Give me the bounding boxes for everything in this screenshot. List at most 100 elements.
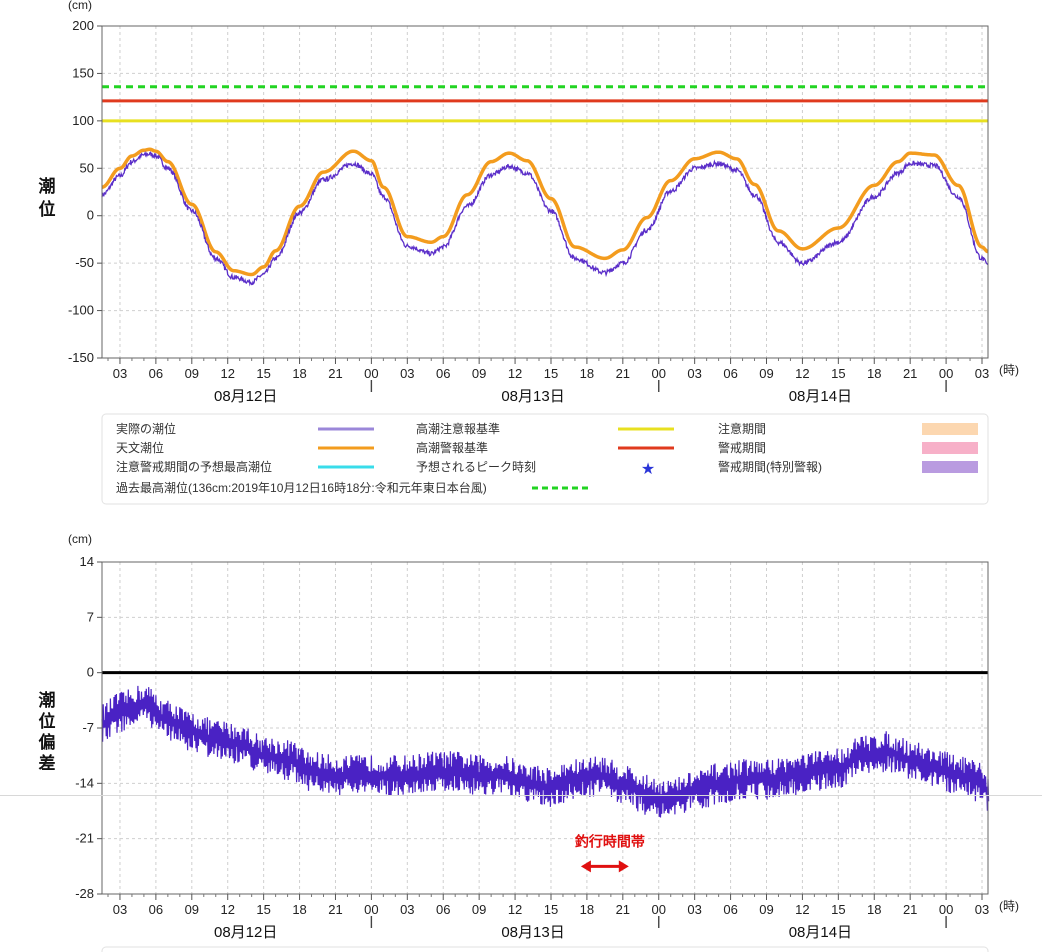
top-plot-frame [101, 25, 989, 359]
legend-label: 高潮警報基準 [416, 440, 488, 455]
x-tick-label: 18 [867, 366, 881, 381]
x-tick-label: 15 [256, 366, 270, 381]
y-tick-label: 7 [87, 609, 94, 624]
x-tick-label: 06 [149, 902, 163, 917]
legend-box [101, 413, 989, 505]
x-tick-label: 06 [723, 902, 737, 917]
x-tick-label: 18 [867, 902, 881, 917]
x-tick-label: 21 [616, 902, 630, 917]
x-tick-label: 03 [687, 902, 701, 917]
x-tick-label: 00 [939, 366, 953, 381]
y-tick-label: 0 [87, 208, 94, 223]
date-label: 08月12日 [214, 924, 277, 941]
y-tick-label: -7 [82, 720, 94, 735]
top-y-axis-title: 潮 位 [39, 176, 56, 219]
arrow-right-icon [618, 860, 629, 873]
legend-label: 予想されるピーク時刻 [416, 459, 536, 474]
top-ylabel-char-1: 潮 [39, 176, 56, 196]
x-tick-label: 21 [328, 366, 342, 381]
y-tick-label: 0 [87, 665, 94, 680]
x-tick-label: 15 [256, 902, 270, 917]
date-label: 08月14日 [789, 388, 852, 405]
x-tick-label: 09 [759, 902, 773, 917]
x-tick-label: 00 [652, 902, 666, 917]
x-tick-label: 21 [328, 902, 342, 917]
top-y-ticks: 200 150 100 50 0 -50 -100 -150 [68, 18, 102, 365]
annotation-label: 釣行時間帯 [575, 833, 645, 849]
y-tick-label: -150 [68, 350, 94, 365]
x-tick-label: 09 [472, 366, 486, 381]
y-tick-label: -14 [75, 775, 94, 790]
bottom-x-unit-label: (時) [999, 899, 1019, 913]
legend-label: 高潮注意報基準 [416, 421, 500, 436]
tide-anomaly-line [101, 685, 990, 818]
x-tick-label: 12 [795, 902, 809, 917]
x-tick-label: 18 [292, 902, 306, 917]
x-tick-label: 09 [472, 902, 486, 917]
x-tick-label: 18 [292, 366, 306, 381]
bottom-y-ticks: 14 7 0 -7 -14 -21 -28 [75, 554, 102, 901]
x-tick-label: 18 [580, 902, 594, 917]
top-x-ticks: 03 06 09 12 15 18 21 00 03 06 09 12 15 18 21 00 03 06 09 12… [107, 358, 989, 405]
x-tick-label: 00 [364, 902, 378, 917]
x-tick-label: 00 [939, 902, 953, 917]
date-label: 08月14日 [789, 924, 852, 941]
x-tick-label: 21 [903, 902, 917, 917]
y-tick-label: -21 [75, 831, 94, 846]
y-tick-label: 200 [72, 18, 94, 33]
legend-swatch-box [922, 461, 978, 473]
top-reference-lines [102, 85, 988, 123]
bottom-unit-label: (cm) [68, 532, 92, 546]
x-tick-label: 00 [364, 366, 378, 381]
x-tick-label: 12 [795, 366, 809, 381]
bottom-ylabel-char-3: 偏 [39, 732, 56, 752]
arrow-left-icon [580, 860, 591, 873]
x-tick-label: 06 [723, 366, 737, 381]
legend-label: 天文潮位 [116, 440, 164, 455]
star-icon: ★ [641, 461, 655, 478]
bottom-legend-box-edge [101, 946, 989, 952]
y-tick-label: 150 [72, 65, 94, 80]
legend-swatch-box [922, 423, 978, 435]
x-tick-label: 21 [616, 366, 630, 381]
y-tick-label: 14 [80, 554, 94, 569]
legend-label: 過去最高潮位(136cm:2019年10月12日16時18分:令和元年東日本台風… [116, 480, 487, 495]
legend-label: 警戒期間(特別警報) [718, 459, 822, 474]
x-tick-label: 09 [759, 366, 773, 381]
tide-anomaly-chart: (cm) 潮 位 偏 差 14 7 0 -7 -14 -21 -28 03 06 09 12 15 1… [39, 532, 1020, 941]
x-tick-label: 03 [400, 366, 414, 381]
x-tick-label: 12 [220, 366, 234, 381]
y-tick-label: 100 [72, 113, 94, 128]
y-tick-label: 50 [80, 160, 94, 175]
x-tick-label: 03 [975, 902, 989, 917]
x-tick-label: 00 [652, 366, 666, 381]
x-tick-label: 03 [975, 366, 989, 381]
tide-level-chart: (cm) 潮 位 200 150 100 50 0 -50 -100 -150 03 06 09 1… [39, 0, 1020, 405]
x-tick-label: 15 [831, 902, 845, 917]
date-label: 08月12日 [214, 388, 277, 405]
bottom-ylabel-char-4: 差 [39, 753, 56, 773]
x-tick-label: 18 [580, 366, 594, 381]
bottom-ylabel-char-2: 位 [39, 711, 56, 731]
x-tick-label: 03 [113, 902, 127, 917]
x-tick-label: 06 [436, 366, 450, 381]
fishing-time-annotation: 釣行時間帯 [575, 833, 645, 873]
x-tick-label: 15 [831, 366, 845, 381]
date-label: 08月13日 [501, 924, 564, 941]
x-tick-label: 09 [185, 366, 199, 381]
x-tick-label: 03 [400, 902, 414, 917]
legend-label: 注意警戒期間の予想最高潮位 [116, 459, 272, 474]
top-series [101, 147, 989, 287]
top-ylabel-char-2: 位 [39, 199, 56, 219]
date-label: 08月13日 [501, 388, 564, 405]
x-tick-label: 06 [436, 902, 450, 917]
x-tick-label: 09 [185, 902, 199, 917]
x-tick-label: 21 [903, 366, 917, 381]
y-tick-label: -28 [75, 886, 94, 901]
x-tick-label: 12 [508, 902, 522, 917]
legend-label: 注意期間 [718, 421, 766, 436]
y-tick-label: -50 [75, 255, 94, 270]
top-unit-label: (cm) [68, 0, 92, 12]
